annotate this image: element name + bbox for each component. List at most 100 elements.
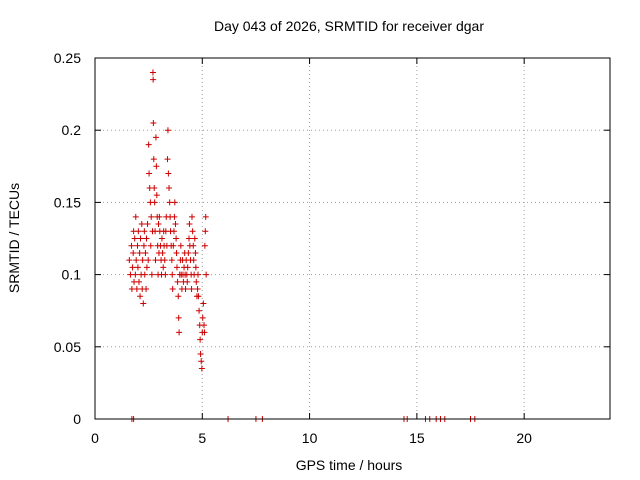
data-point [166,184,173,191]
data-point [202,228,209,235]
data-point [143,264,150,271]
data-point [170,228,177,235]
chart-title: Day 043 of 2026, SRMTID for receiver dga… [214,18,484,34]
data-point [184,264,191,271]
data-point [151,199,158,206]
data-point [196,307,203,314]
data-point [201,329,208,336]
data-point [150,119,157,126]
data-point [186,221,193,228]
data-point [165,170,172,177]
y-tick-label: 0.25 [54,50,81,66]
data-point [169,271,176,278]
data-point [170,242,177,249]
data-point [136,249,143,256]
data-point [184,278,191,285]
data-point [151,184,158,191]
data-point [145,257,152,264]
data-point [159,249,166,256]
x-tick-label: 5 [198,430,206,446]
data-point [148,213,155,220]
y-tick-labels: 0 0.05 0.1 0.15 0.2 0.25 [54,50,81,427]
y-tick-label: 0.05 [54,339,81,355]
data-point [131,235,138,242]
data-point [133,286,140,293]
data-point [203,271,210,278]
x-tick-label: 0 [91,430,99,446]
data-point [147,242,154,249]
data-point [132,271,139,278]
grid [95,58,610,419]
data-point [199,314,206,321]
data-point [177,242,184,249]
data-point [152,134,159,141]
data-point [152,257,159,264]
data-point [144,221,151,228]
data-point [197,336,204,343]
data-point [190,257,197,264]
y-tick-label: 0.1 [62,267,82,283]
data-point [140,242,147,249]
data-point [148,271,155,278]
data-point [191,235,198,242]
data-point [143,235,150,242]
data-point [175,293,182,300]
y-tick-label: 0.2 [62,122,82,138]
data-point [194,286,201,293]
x-tick-label: 20 [516,430,532,446]
data-point [146,170,153,177]
data-point [132,213,139,220]
data-point [137,293,144,300]
data-point [185,235,192,242]
data-point [188,286,195,293]
data-point [150,76,157,83]
data-point [141,228,148,235]
data-point [182,286,189,293]
y-axis-label: SRMTID / TECUs [6,183,22,293]
data-point [143,286,150,293]
data-point [150,156,157,163]
data-point [156,213,163,220]
data-point [174,278,181,285]
data-point [171,199,178,206]
data-point [160,264,167,271]
y-tick-label: 0.15 [54,194,81,210]
data-point [166,199,173,206]
data-point [192,264,199,271]
data-point [193,278,200,285]
data-point [134,242,141,249]
data-point [175,314,182,321]
x-tick-label: 10 [302,430,318,446]
data-point [173,249,180,256]
data-point [149,69,156,76]
data-point [202,213,209,220]
data-point [164,156,171,163]
data-point [192,249,199,256]
data-point [185,249,192,256]
data-point [195,271,201,278]
data-point [158,235,165,242]
data-point [142,249,149,256]
data-point [168,257,175,264]
data-point [188,213,195,220]
data-point [201,322,208,329]
data-point [171,213,178,220]
plot-frame [94,57,611,420]
data-point [153,163,160,170]
data-point [172,221,179,228]
data-points [126,69,478,422]
data-point [162,271,169,278]
data-point [135,228,142,235]
data-point [134,264,141,271]
data-point [189,228,196,235]
data-point [145,141,152,148]
x-tick-label: 15 [409,430,425,446]
data-point [197,351,204,358]
data-point [133,257,140,264]
x-tick-labels: 0 5 10 15 20 [91,430,532,446]
data-point [195,293,202,300]
data-point [155,221,162,228]
data-point [139,257,146,264]
